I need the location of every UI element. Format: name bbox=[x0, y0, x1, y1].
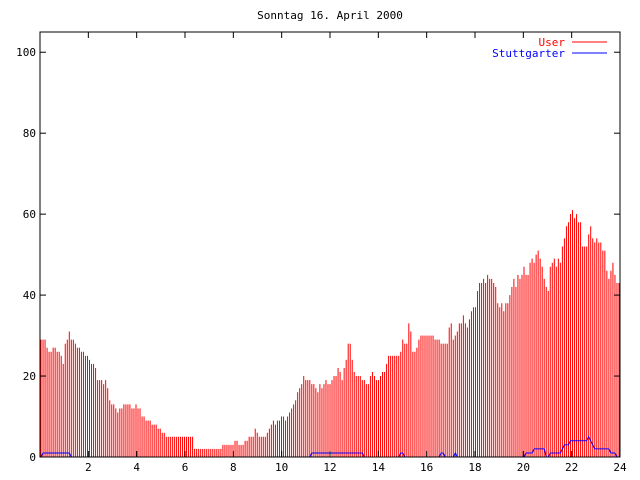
chart-title: Sonntag 16. April 2000 bbox=[257, 9, 403, 22]
x-tick-label: 10 bbox=[275, 461, 288, 474]
x-tick-label: 2 bbox=[85, 461, 92, 474]
x-tick-label: 4 bbox=[133, 461, 140, 474]
x-tick-label: 22 bbox=[565, 461, 578, 474]
legend-label: Stuttgarter bbox=[492, 47, 565, 60]
y-tick-label: 40 bbox=[23, 289, 36, 302]
x-tick-label: 24 bbox=[613, 461, 627, 474]
y-tick-label: 60 bbox=[23, 208, 36, 221]
x-tick-label: 6 bbox=[182, 461, 189, 474]
x-tick-label: 8 bbox=[230, 461, 237, 474]
y-tick-label: 20 bbox=[23, 370, 36, 383]
x-tick-label: 12 bbox=[323, 461, 336, 474]
x-tick-label: 14 bbox=[372, 461, 386, 474]
x-tick-label: 20 bbox=[517, 461, 530, 474]
x-tick-label: 16 bbox=[420, 461, 433, 474]
y-tick-label: 80 bbox=[23, 127, 36, 140]
y-tick-label: 0 bbox=[29, 451, 36, 464]
legend-label: User bbox=[539, 36, 566, 49]
x-tick-label: 18 bbox=[468, 461, 481, 474]
y-tick-label: 100 bbox=[16, 46, 36, 59]
user-bars bbox=[40, 210, 620, 457]
